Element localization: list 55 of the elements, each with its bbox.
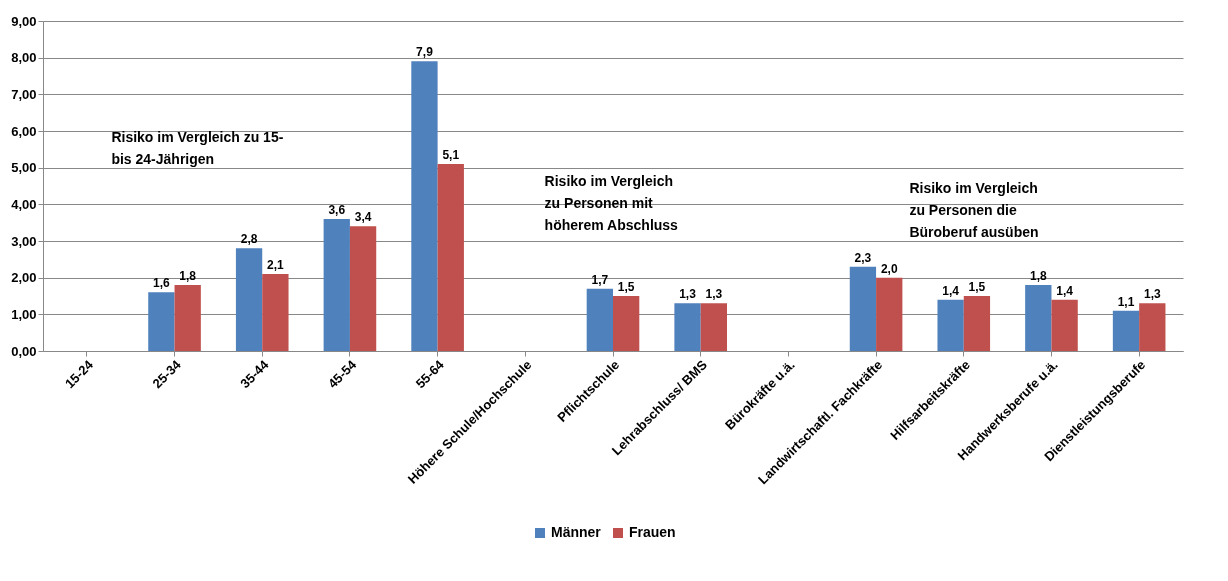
legend-label: Männer (551, 524, 602, 540)
bar (1112, 310, 1140, 351)
data-label: 1,5 (968, 280, 986, 294)
data-label: 7,9 (416, 45, 434, 60)
bar (700, 303, 727, 351)
annotation: Risiko im Vergleich zu 15- bis 24-Jährigen (111, 129, 284, 167)
bar (323, 219, 350, 351)
data-label: 2,1 (267, 258, 285, 272)
y-tick-label: 3,00 (11, 233, 37, 249)
bar (876, 277, 903, 351)
data-label: 1,7 (591, 272, 609, 287)
bar (586, 288, 613, 351)
bar (613, 296, 640, 351)
data-label: 1,5 (617, 280, 635, 294)
bar (963, 296, 991, 351)
data-label: 1,3 (679, 287, 697, 302)
bar (937, 299, 964, 351)
data-label: 3,4 (354, 210, 372, 225)
bar (849, 266, 877, 351)
data-label: 1,4 (942, 283, 960, 298)
bar (1139, 303, 1166, 351)
data-label: 1,4 (1056, 283, 1074, 298)
y-tick-label: 5,00 (11, 160, 37, 176)
data-label: 5,1 (442, 148, 460, 162)
y-tick-label: 2,00 (11, 270, 37, 286)
data-label: 3,6 (328, 203, 346, 217)
bar (1051, 299, 1078, 351)
annotation: Risiko im Vergleich zu Personen die Büroberuf ausüben (909, 180, 1039, 241)
y-tick-label: 0,00 (11, 343, 37, 359)
data-label: 1,6 (153, 276, 171, 291)
y-tick-label: 6,00 (11, 123, 37, 139)
annotation: Risiko im Vergleich zu Personen mit höherem Abschluss (544, 173, 679, 233)
data-label: 1,3 (705, 287, 723, 302)
data-label: 1,8 (1029, 269, 1047, 283)
data-label: 2,3 (854, 250, 872, 265)
y-tick-label: 9,00 (11, 13, 37, 29)
data-label: 2,0 (880, 261, 898, 276)
legend-label: Frauen (629, 524, 676, 540)
bar (235, 248, 263, 351)
bar (437, 164, 464, 351)
y-tick-label: 8,00 (11, 50, 37, 66)
bar (349, 226, 377, 351)
data-label: 1,8 (179, 269, 197, 283)
y-tick-label: 4,00 (11, 196, 37, 212)
data-label: 1,1 (1117, 294, 1135, 309)
y-tick-label: 7,00 (11, 86, 37, 102)
bar (148, 292, 175, 351)
y-tick-label: 1,00 (11, 306, 37, 322)
bar (1025, 285, 1052, 351)
bar (674, 303, 701, 351)
bar (174, 285, 201, 351)
data-label: 1,3 (1143, 287, 1161, 302)
bar (262, 274, 289, 351)
data-label: 2,8 (240, 232, 258, 247)
bar (411, 61, 438, 351)
